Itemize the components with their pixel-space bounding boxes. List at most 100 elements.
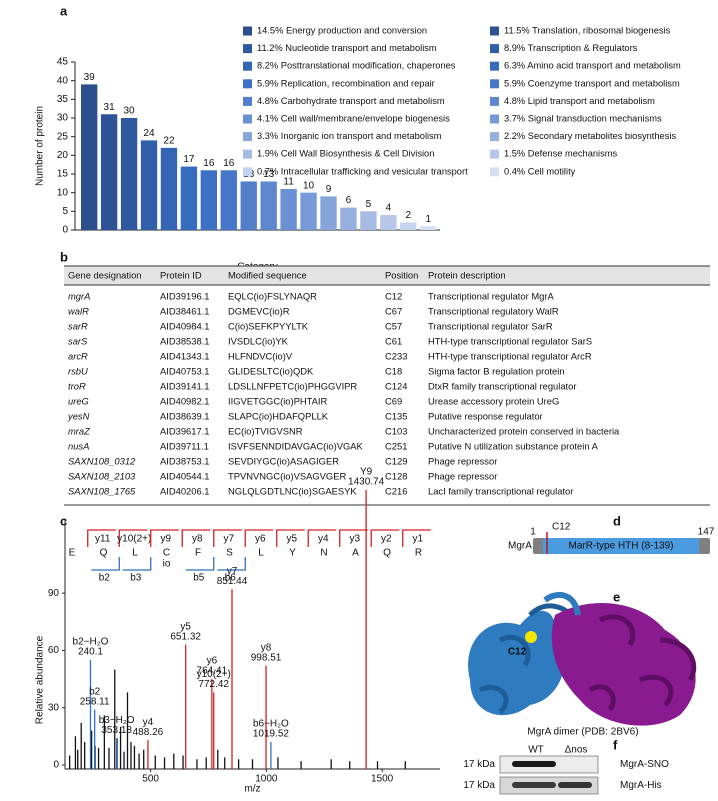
bar-value-label: 39 [84,72,96,83]
table-cell: HTH-type transcriptional regulator ArcR [428,350,592,361]
table-cell: C61 [385,335,402,346]
table-cell: mgrA [68,290,90,301]
legend-swatch [243,149,252,159]
sequence-residue: R [415,548,422,559]
b-ion-bracket [122,557,152,571]
bar-value-label: 22 [163,136,175,147]
site-label: C12 [508,647,527,658]
y-ion-bracket [402,529,431,547]
table-cell: AID40206.1 [160,485,210,496]
table-cell: C135 [385,410,407,421]
y-tick-label: 45 [57,57,69,68]
blot-row-label: MgrA-SNO [620,759,669,770]
legend-label: 8.9% Transcription & Regulators [504,43,638,53]
bar [240,181,257,230]
peak-mz-label: 258.11 [80,696,110,707]
bar-value-label: 11 [283,177,294,188]
table-cell: SAXN108_0312 [68,455,136,466]
legend-label: 3.7% Signal transduction mechanisms [504,113,662,123]
table-cell: C(io)SEFKPYYLTK [228,320,309,331]
table-cell: TPVNVNGC(io)VSAGVGER [228,470,346,481]
peak-mz-label: 851.44 [217,576,248,587]
y-ion-bracket [244,529,274,547]
table-cell: C12 [385,290,402,301]
domain-box [543,538,699,554]
panel-label: b [60,249,68,264]
bar-value-label: 17 [183,154,195,165]
b-ion-label: b3 [130,573,142,584]
table-cell: SEVDIYGC(io)ASAGIGER [228,455,339,466]
y-tick-label: 90 [48,588,60,599]
table-cell: Sigma factor B regulation protein [428,365,565,376]
table-cell: EC(io)TVIGVSNR [228,425,303,436]
y-tick-label: 20 [57,150,69,161]
legend-label: 0.7% Intracellular trafficking and vesic… [257,166,468,176]
table-cell: arcR [68,350,88,361]
bar-value-label: 5 [366,199,372,210]
table-cell: C128 [385,470,407,481]
x-tick-label: 1000 [255,774,278,785]
bar [120,118,138,230]
table-cell: IVSDLC(io)YK [228,335,289,346]
table-cell: AID39141.1 [160,380,210,391]
legend-swatch [243,61,252,71]
y-axis-label: Relative abundance [35,635,46,724]
protein-name: MgrA [508,541,532,552]
chain-b-helix [588,614,697,712]
bar [180,166,198,230]
sequence-residue: Y [289,548,296,559]
peak-label: y5 [180,621,191,632]
legend-label: 4.8% Carbohydrate transport and metaboli… [257,96,445,106]
legend-swatch [490,149,499,159]
peak-mz-label: 772.42 [198,679,229,690]
table-cell: AID39617.1 [160,425,210,436]
y-ion-label: y2 [381,534,392,545]
b-ion-bracket [91,557,120,571]
panel-label: d [613,513,621,528]
y-ion-bracket [370,529,400,547]
table-cell: AID41343.1 [160,350,210,361]
protein-structure [468,592,697,726]
bar-value-label: 24 [143,128,155,139]
bar [140,140,158,230]
table-cell: troR [68,380,86,391]
table-cell: AID40753.1 [160,365,210,376]
table-cell: AID40544.1 [160,470,210,481]
y-ion-label: y6 [255,534,266,545]
table-header: Protein ID [160,269,202,280]
table-cell: Transcriptional regulatory WalR [428,305,559,316]
y-ion-label: y9 [160,534,171,545]
b-ion-label: b2 [99,573,111,584]
sequence-residue: F [195,548,201,559]
bar-value-label: 16 [203,158,215,169]
bar-value-label: 2 [406,210,412,221]
bar [380,215,397,230]
bar [280,188,297,230]
bar-value-label: 1 [425,214,431,225]
y-tick-label: 60 [48,645,60,656]
peak-mz-label: 1019.52 [253,729,290,740]
table-cell: sarR [68,320,88,331]
legend-swatch [243,132,252,142]
table-cell: C18 [385,365,402,376]
legend-label: 6.3% Amino acid transport and metabolism [504,61,681,71]
table-cell: AID38538.1 [160,335,210,346]
table-cell: C233 [385,350,407,361]
y-ion-label: y3 [349,534,360,545]
sequence-residue: Q [383,548,391,559]
x-tick-label: 500 [142,774,159,785]
bar-value-label: 10 [303,180,315,191]
legend-swatch [490,26,499,36]
table-cell: rsbU [68,365,88,376]
sequence-residue: S [226,548,233,559]
chain-a [468,610,565,716]
y-ion-bracket [276,529,305,547]
peak-label: b2−H₂O [73,637,109,648]
b-ion-label: b6 [225,573,237,584]
table-cell: C69 [385,395,402,406]
legend-label: 4.8% Lipid transport and metabolism [504,96,655,106]
legend-swatch [490,167,499,177]
sequence-residue: C [163,548,170,559]
peak-label: y8 [261,642,272,653]
b-ion-label: b5 [193,573,205,584]
